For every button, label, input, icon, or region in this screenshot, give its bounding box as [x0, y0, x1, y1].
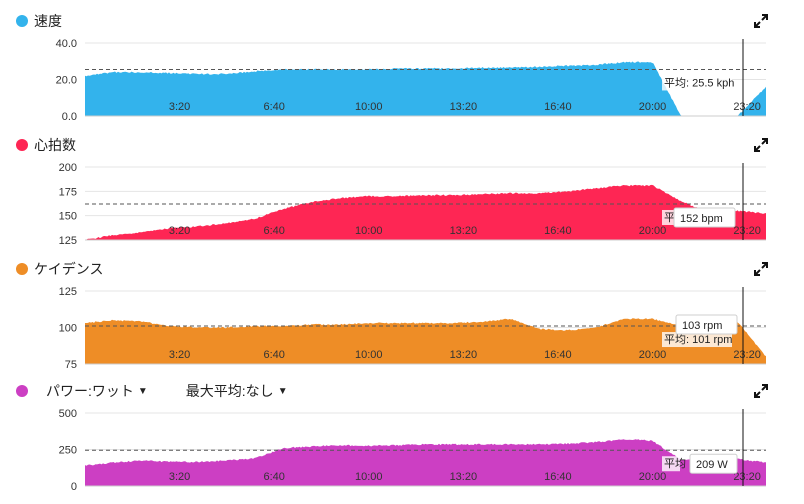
expand-icon[interactable]	[754, 384, 768, 398]
series-area	[85, 439, 766, 486]
average-label-bg	[662, 75, 732, 91]
x-tick-label: 20:00	[639, 101, 667, 113]
y-tick-label: 0.0	[62, 111, 77, 123]
x-tick-label: 23:20	[733, 225, 761, 237]
x-tick-label: 6:40	[263, 101, 284, 113]
x-tick-label: 10:00	[355, 349, 383, 361]
average-label-bg	[662, 456, 680, 472]
tooltip-value: 152 bpm	[680, 213, 723, 225]
y-tick-label: 40.0	[56, 38, 77, 50]
x-tick-label: 6:40	[263, 349, 284, 361]
tooltip-box	[689, 453, 738, 474]
power-title: パワー:ワット	[46, 383, 134, 399]
x-tick-label: 16:40	[544, 101, 572, 113]
x-tick-label: 20:00	[639, 471, 667, 483]
x-tick-label: 10:00	[355, 471, 383, 483]
cadence-panel: ケイデンス 125 100 75 3:20 6:40 10:00 13:20 16:40 20:…	[0, 258, 804, 382]
expand-icon[interactable]	[754, 138, 768, 152]
x-tick-label: 13:20	[450, 101, 478, 113]
x-tick-label: 16:40	[544, 349, 572, 361]
heart-rate-chart[interactable]: 200 175 150 125 3:20 6:40 10:00 13:20 16:40 20:00…	[0, 134, 804, 258]
y-tick-label: 20.0	[56, 75, 77, 87]
x-tick-label: 23:20	[733, 349, 761, 361]
x-tick-label: 10:00	[355, 225, 383, 237]
y-tick-label: 150	[59, 211, 77, 223]
y-tick-label: 0	[71, 481, 77, 493]
y-tick-label: 125	[59, 286, 77, 298]
speed-chart[interactable]: 40.0 20.0 0.0 3:20 6:40 10:00 13:20 16:40 20:00 2…	[0, 10, 804, 134]
cadence-legend-dot	[16, 263, 28, 275]
tooltip-value: 209 W	[696, 459, 728, 471]
max-average-dropdown[interactable]: 最大平均:なし ▼	[186, 381, 288, 401]
x-tick-label: 6:40	[263, 471, 284, 483]
y-tick-label: 75	[65, 359, 77, 371]
expand-icon[interactable]	[754, 14, 768, 28]
x-tick-label: 10:00	[355, 101, 383, 113]
speed-legend-dot	[16, 15, 28, 27]
x-tick-label: 3:20	[169, 471, 190, 483]
x-tick-label: 13:20	[450, 225, 478, 237]
heart-rate-title: 心拍数	[34, 137, 76, 153]
series-area	[85, 61, 766, 116]
power-chart[interactable]: 500 250 0 3:20 6:40 10:00 13:20 16:40 20:00 23:20…	[0, 380, 804, 504]
x-tick-label: 20:00	[639, 225, 667, 237]
y-tick-label: 175	[59, 186, 77, 198]
x-tick-label: 16:40	[544, 471, 572, 483]
x-tick-label: 3:20	[169, 101, 190, 113]
average-label: 平均: 25.5 kph	[664, 76, 734, 89]
y-tick-label: 250	[59, 445, 77, 457]
heart-rate-legend-dot	[16, 139, 28, 151]
tooltip-box	[675, 314, 738, 335]
average-label: 平均: 101 rpm	[664, 333, 732, 346]
power-panel: パワー:ワット ▼ 最大平均:なし ▼ 500 250 0 3:20 6:40 10:00…	[0, 380, 804, 504]
heart-rate-panel: 心拍数 200 175 150 125 3:20 6:40 10:00 13:20 16:40 2…	[0, 134, 804, 258]
power-unit-dropdown[interactable]: パワー:ワット ▼	[46, 381, 148, 401]
tooltip-value: 103 rpm	[682, 320, 722, 332]
y-tick-label: 200	[59, 162, 77, 174]
expand-icon[interactable]	[754, 262, 768, 276]
x-tick-label: 6:40	[263, 225, 284, 237]
average-label-bg	[662, 332, 732, 348]
series-area	[85, 318, 766, 364]
average-label: 平均	[664, 457, 686, 470]
x-tick-label: 16:40	[544, 225, 572, 237]
x-tick-label: 23:20	[733, 471, 761, 483]
cadence-title: ケイデンス	[34, 261, 104, 277]
y-tick-label: 100	[59, 323, 77, 335]
series-area	[85, 184, 766, 240]
chevron-down-icon: ▼	[277, 385, 288, 397]
max-average-label: 最大平均:なし	[185, 383, 274, 399]
x-tick-label: 23:20	[733, 101, 761, 113]
tooltip-box	[673, 207, 736, 228]
power-legend-dot	[16, 385, 28, 397]
x-tick-label: 20:00	[639, 349, 667, 361]
y-tick-label: 500	[59, 408, 77, 420]
x-tick-label: 3:20	[169, 349, 190, 361]
speed-panel: 速度 40.0 20.0 0.0 3:20 6:40 10:00 13:20 16:40 20:…	[0, 10, 804, 134]
cadence-chart[interactable]: 125 100 75 3:20 6:40 10:00 13:20 16:40 20:00 23:2…	[0, 258, 804, 382]
x-tick-label: 13:20	[450, 471, 478, 483]
chevron-down-icon: ▼	[137, 385, 148, 397]
x-tick-label: 3:20	[169, 225, 190, 237]
x-tick-label: 13:20	[450, 349, 478, 361]
speed-title: 速度	[34, 13, 62, 29]
y-tick-label: 125	[59, 235, 77, 247]
